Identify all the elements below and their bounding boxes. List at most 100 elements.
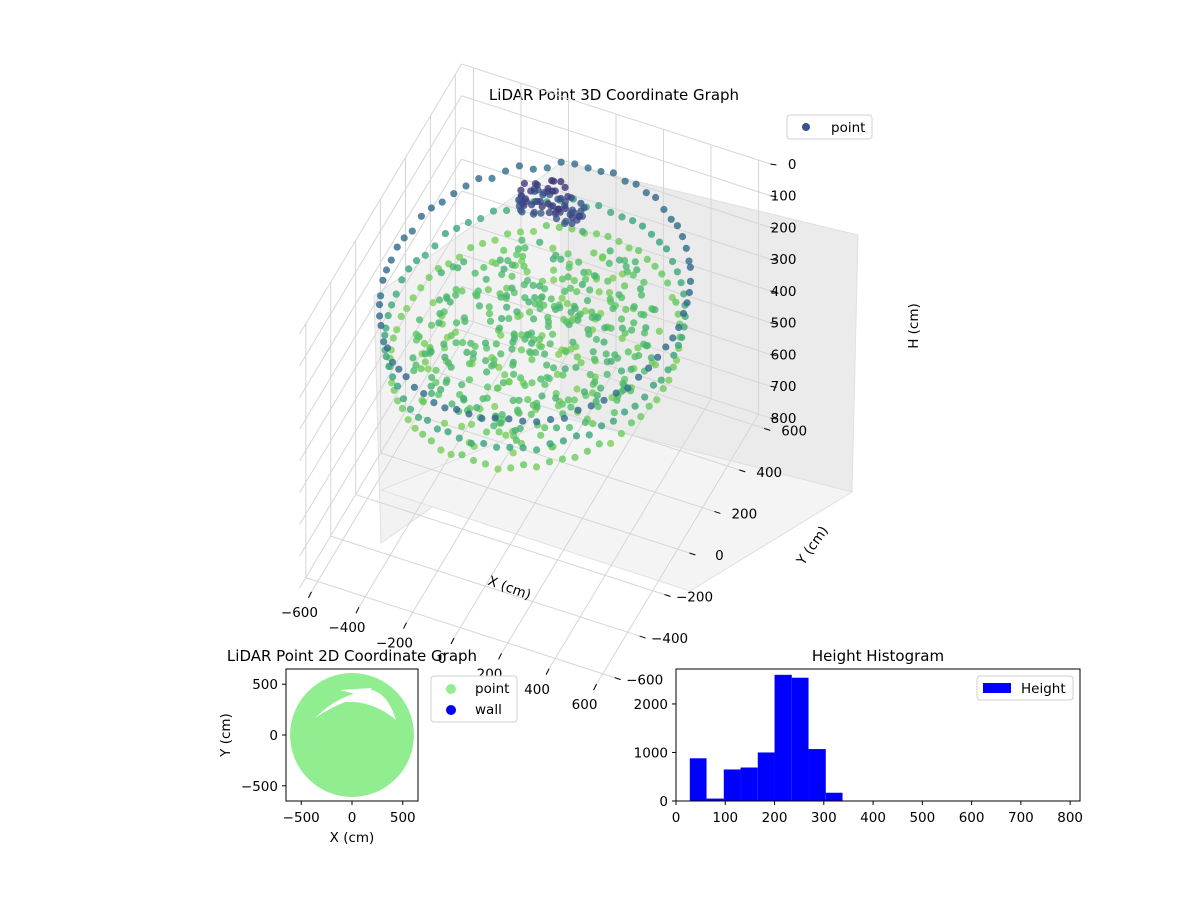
x-tick-label-histogram: 0: [672, 810, 681, 826]
data-point-3d: [662, 245, 671, 253]
data-point-3d: [627, 365, 635, 373]
data-point-3d: [375, 301, 384, 309]
x-tick-label-histogram: 200: [762, 810, 788, 826]
data-point-3d: [517, 374, 525, 382]
data-point-3d: [509, 449, 517, 457]
data-point-3d: [577, 207, 585, 215]
data-point-3d: [430, 399, 438, 407]
data-point-3d: [669, 334, 677, 342]
data-point-3d: [503, 303, 511, 311]
data-point-3d: [609, 274, 617, 282]
y-tick-label-3d: 0: [715, 548, 724, 564]
legend-histogram: Height: [976, 675, 1074, 701]
x-tick-label-histogram: 800: [1057, 810, 1083, 826]
data-point-3d: [537, 375, 545, 383]
data-point-3d: [504, 230, 512, 238]
x-tick-label-histogram: 100: [712, 810, 738, 826]
data-point-3d: [507, 464, 515, 472]
data-point-3d: [402, 373, 410, 381]
data-point-3d: [636, 285, 645, 293]
y-tick-3d: [739, 469, 746, 473]
data-point-3d: [567, 308, 575, 316]
data-point-3d: [545, 209, 553, 217]
data-point-3d: [518, 208, 526, 216]
z-tick-3d: [770, 258, 777, 261]
data-point-3d: [568, 219, 576, 227]
x-tick-3d: [450, 637, 455, 645]
data-point-3d: [567, 403, 575, 411]
data-point-3d: [483, 428, 491, 436]
data-point-3d: [437, 446, 445, 454]
data-point-3d: [549, 330, 557, 338]
data-point-3d: [467, 244, 475, 252]
data-point-3d: [530, 208, 538, 216]
data-point-3d: [618, 334, 626, 342]
data-point-3d: [541, 424, 549, 432]
data-point-3d: [519, 444, 527, 452]
data-point-3d: [640, 311, 648, 319]
data-point-3d: [500, 246, 508, 254]
data-point-3d: [421, 358, 429, 366]
data-point-3d: [509, 397, 517, 405]
data-point-3d: [420, 390, 428, 398]
data-point-3d: [586, 371, 594, 379]
data-point-3d: [410, 383, 418, 391]
data-point-3d: [570, 277, 578, 285]
data-point-3d: [425, 273, 433, 282]
x-tick-label-3d: 0: [438, 651, 447, 667]
y-tick-label-2d: 0: [269, 728, 278, 744]
data-point-3d: [494, 465, 502, 473]
z-tick-3d: [770, 163, 777, 166]
data-point-3d: [452, 291, 460, 299]
data-point-3d: [406, 405, 415, 413]
data-point-3d: [564, 193, 572, 201]
z-tick-label-3d: 400: [771, 284, 797, 300]
data-point-3d: [478, 414, 486, 423]
data-point-3d: [543, 361, 551, 369]
data-point-3d: [438, 198, 446, 206]
data-point-3d: [625, 244, 633, 252]
data-point-3d: [683, 299, 691, 307]
data-point-3d: [677, 279, 685, 287]
data-point-3d: [555, 223, 563, 231]
data-point-3d: [635, 247, 643, 255]
data-point-3d: [417, 212, 425, 220]
data-point-3d: [621, 408, 629, 416]
data-point-3d: [628, 326, 636, 334]
data-point-3d: [420, 339, 428, 348]
data-point-3d: [647, 230, 656, 238]
data-point-3d: [622, 305, 630, 313]
histogram-bar: [757, 752, 775, 801]
legend-2d: point wall: [430, 675, 518, 723]
data-point-3d: [617, 430, 626, 438]
z-tick-label-3d: 0: [788, 157, 797, 173]
data-point-3d: [583, 447, 592, 455]
data-point-3d: [437, 269, 445, 277]
y-tick-label-histogram: 1000: [634, 745, 668, 761]
data-point-3d: [432, 366, 440, 374]
data-point-3d: [527, 410, 535, 418]
data-point-3d: [467, 439, 475, 447]
z-tick-label-3d: 800: [771, 411, 797, 427]
data-point-3d: [561, 365, 569, 373]
legend-label-point-3d: point: [831, 120, 865, 136]
data-point-3d: [488, 174, 496, 182]
data-point-3d: [675, 323, 683, 332]
z-tick-3d: [770, 322, 777, 325]
data-point-3d: [552, 305, 560, 313]
data-point-3d: [376, 312, 384, 320]
data-point-3d: [440, 419, 449, 427]
data-point-3d: [453, 405, 461, 414]
data-point-3d: [595, 202, 603, 210]
z-tick-label-3d: 600: [771, 347, 797, 363]
data-point-3d: [679, 309, 688, 317]
data-point-3d: [544, 322, 553, 331]
data-point-3d: [660, 205, 668, 214]
data-point-3d: [655, 327, 663, 335]
data-point-3d: [592, 335, 601, 344]
data-point-3d: [536, 282, 544, 290]
data-point-3d: [568, 213, 576, 221]
data-point-3d: [662, 343, 670, 351]
data-point-3d: [531, 348, 540, 357]
data-point-3d: [565, 423, 574, 432]
